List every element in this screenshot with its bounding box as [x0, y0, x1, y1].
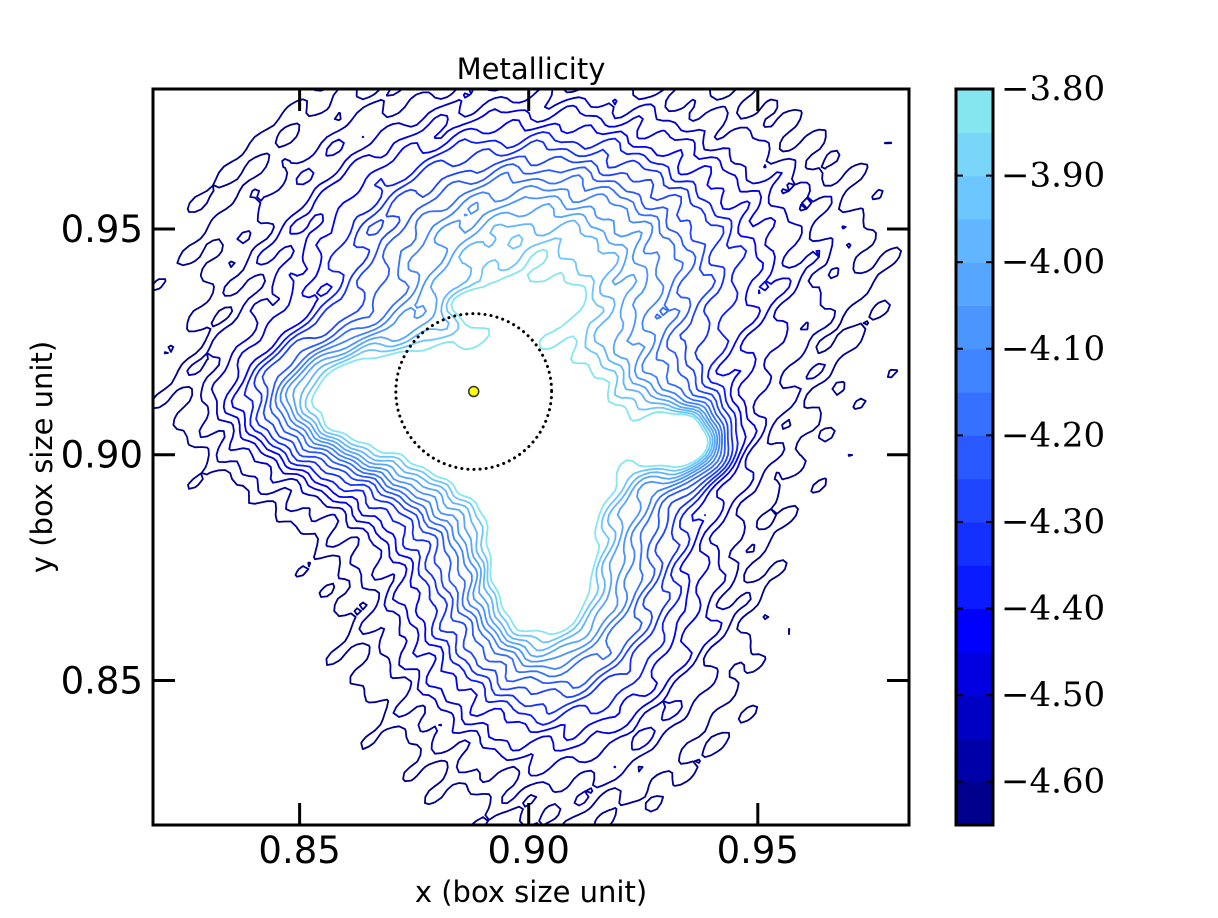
y-axis-ticks: 0.85 0.90 0.95 — [61, 208, 909, 703]
contour-lines — [153, 89, 902, 825]
contour-line — [310, 248, 709, 635]
center-marker — [467, 385, 480, 398]
colorbar-band — [956, 478, 993, 523]
contour-line — [299, 219, 714, 652]
colorbar-band — [956, 305, 993, 350]
colorbar-band — [956, 132, 993, 177]
colorbar-ticks: −3.80 −3.90 −4.00 −4.10 −4.20 −4.30 −4.40 −4.50… — [956, 69, 1105, 802]
colorbar-band — [956, 651, 993, 696]
contour-line — [261, 155, 730, 699]
colorbar-tick-label: −4.10 — [1001, 329, 1105, 369]
colorbar-tick-label: −3.90 — [1001, 156, 1105, 196]
colorbar-tick-label: −4.50 — [1001, 675, 1105, 715]
contour-line — [304, 234, 712, 644]
colorbar-band — [956, 521, 993, 566]
dotted-circle-marker — [394, 312, 554, 471]
contour-line — [230, 118, 764, 742]
colorbar-tick-label: −3.80 — [1001, 69, 1105, 109]
colorbar-band — [956, 89, 993, 133]
contour-line — [186, 89, 847, 807]
colorbar: −3.80 −3.90 −4.00 −4.10 −4.20 −4.30 −4.40 −4.50… — [954, 69, 1105, 827]
colorbar-band — [956, 738, 993, 783]
x-axis-label: x (box size unit) — [415, 875, 647, 909]
contour-line — [269, 163, 726, 689]
plot-frame — [151, 87, 911, 827]
x-tick-label: 0.85 — [258, 829, 340, 872]
contour-line — [243, 131, 748, 726]
x-axis-ticks: 0.85 0.90 0.95 — [258, 89, 799, 872]
colorbar-band — [956, 218, 993, 263]
colorbar-tick-label: −4.00 — [1001, 242, 1105, 282]
y-axis-label: y (box size unit) — [25, 341, 59, 573]
colorbar-band — [956, 348, 993, 393]
colorbar-tick-label: −4.60 — [1001, 762, 1105, 802]
contour-line — [279, 184, 721, 670]
colorbar-tick-label: −4.40 — [1001, 589, 1105, 629]
contour-line — [210, 89, 821, 777]
colorbar-tick-label: −4.30 — [1001, 502, 1105, 542]
y-tick-label: 0.95 — [61, 208, 143, 251]
colorbar-band — [956, 262, 993, 307]
colorbar-tick-label: −4.20 — [1001, 415, 1105, 455]
colorbar-band — [956, 781, 993, 826]
contour-line — [274, 171, 723, 678]
x-tick-label: 0.90 — [488, 829, 570, 872]
colorbar-bands — [956, 89, 993, 826]
colorbar-band — [956, 435, 993, 480]
contour-line — [284, 195, 719, 663]
colorbar-band — [956, 175, 993, 220]
y-tick-label: 0.85 — [61, 660, 143, 703]
colorbar-band — [956, 608, 993, 653]
colorbar-frame — [954, 87, 995, 827]
x-tick-label: 0.95 — [717, 829, 799, 872]
colorbar-band — [956, 392, 993, 436]
contour-line — [253, 139, 734, 715]
y-tick-label: 0.90 — [61, 434, 143, 477]
contour-line — [222, 104, 792, 752]
chart-title: Metallicity — [457, 52, 606, 86]
plot-area: 0.85 0.90 0.95 0.85 0.90 0.95 — [61, 87, 911, 872]
contour-line — [292, 202, 716, 658]
colorbar-band — [956, 565, 993, 610]
colorbar-band — [956, 695, 993, 740]
